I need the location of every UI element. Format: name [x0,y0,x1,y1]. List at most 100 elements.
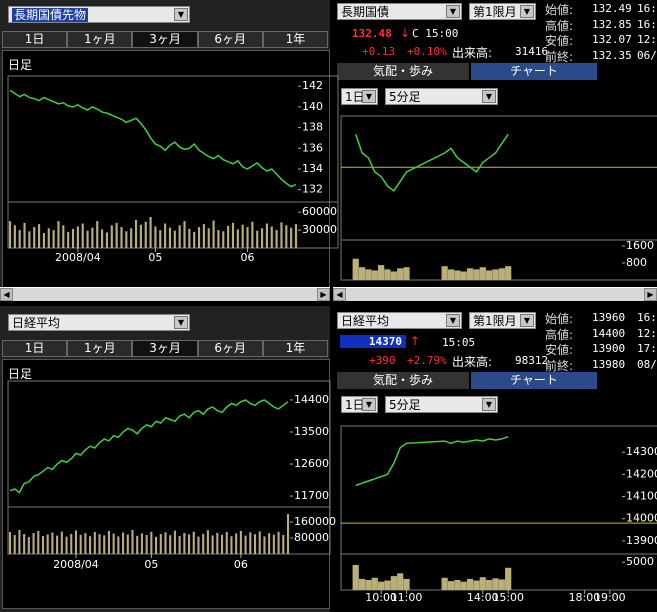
volume-bar [258,531,261,554]
volume-bar [236,229,239,248]
y-tick-label: 12600 [294,457,329,470]
contract-select[interactable]: 第1限月 ▼ [469,3,536,20]
period-tab[interactable]: 1日 [2,31,68,48]
y-tick-label: 14400 [294,393,329,406]
volume-bar [168,227,172,248]
volume-bar [178,225,181,248]
plot-frame [340,425,657,591]
volume-bar [130,228,133,248]
symbol-select[interactable]: 日経平均 ▼ [8,314,190,331]
symbol-select[interactable]: 長期国債先物 ▼ [8,6,190,23]
volume-bar [285,225,288,248]
y-tick-label: 138 [302,121,323,134]
volume-bar [244,535,247,554]
stat-label: 高値: [545,18,574,33]
volume-bar [235,533,238,554]
volume-bar [239,531,242,554]
tab[interactable]: 気配・歩み [337,63,469,80]
volume-bar [290,227,293,248]
stat-value: 13960 [592,311,626,324]
volume-bar [253,534,257,554]
arrow: ↑ [410,334,421,348]
volume-bar [65,536,68,554]
volume-bar [18,230,21,248]
volume-bar [42,233,46,248]
range-select[interactable]: 1日 ▼ [341,396,378,413]
volume-bar [112,533,115,554]
y-tick-label: 80000 [294,531,329,544]
interval-select[interactable]: 5分足 ▼ [385,396,498,413]
y-tick-label: 136 [302,141,323,154]
volume-bar [211,535,214,554]
x-tick-label: 11:00 [391,591,423,604]
period-tab[interactable]: 6ヶ月 [197,340,263,357]
volume-bar [473,269,480,280]
period-tab[interactable]: 1ヶ月 [67,31,133,48]
tab[interactable]: 気配・歩み [337,372,469,389]
volume-bar [84,533,87,554]
volume-bar [460,581,467,590]
volume-bar [231,222,235,248]
volume-bar [71,228,75,248]
stat-time: 12: [637,33,657,46]
volume-bar [126,534,129,554]
volume-bar [492,578,499,590]
y-tick-label: 60000 [302,205,337,218]
volume-bar [371,577,378,590]
period-tab[interactable]: 1ヶ月 [67,340,133,357]
y-tick-label: 14200 [626,467,657,480]
volume-bar [159,230,162,248]
volume-bar [384,269,391,280]
volume-bar [265,223,268,248]
volume: 31416 [515,45,549,58]
volume-bar [154,226,157,248]
tab[interactable]: チャート [471,372,597,389]
volume-bar [115,222,118,248]
x-tick-label: 18:00 [569,591,601,604]
period-tab[interactable]: 3ヶ月 [132,31,198,48]
volume-bar [441,577,448,590]
symbol: 日経平均 [341,314,390,328]
volume-bar [110,225,113,248]
period-tab[interactable]: 6ヶ月 [197,31,263,48]
x-tick-label: 2008/04 [55,251,101,264]
period-tab[interactable]: 1年 [262,340,329,357]
volume-bar [280,222,283,248]
scrollbar[interactable]: ◀ ▶ [0,287,330,301]
y-tick-label: 13900 [626,534,657,547]
stat-label: 始値: [545,312,574,326]
volume-bar [486,270,493,280]
volume-bar [390,271,397,280]
stat-value: 14400 [592,326,626,340]
contract-select[interactable]: 第1限月 ▼ [469,312,536,329]
x-tick-label: 06 [241,251,255,264]
symbol-select[interactable]: 長期国債 ▼ [337,3,462,20]
period-tab[interactable]: 1日 [2,340,68,357]
volume-bar [263,536,266,554]
y-tick-label: 14100 [626,490,657,503]
volume-bar [169,535,172,554]
symbol-select[interactable]: 日経平均 ▼ [337,312,462,329]
volume-bar [365,269,372,280]
x-tick-label: 06 [234,558,248,571]
volume-bar [249,532,252,554]
volume-bar [192,531,195,554]
status-time: 15:05 [442,336,476,349]
volume-label: 出来高: [452,46,493,60]
price-line [355,435,509,487]
interval: 5分足 [389,398,421,412]
volume-bar [46,534,49,554]
interval-select[interactable]: 5分足 ▼ [385,88,498,105]
period-tab[interactable]: 1年 [262,31,329,48]
tab[interactable]: チャート [471,63,597,80]
volume-bar [260,228,264,248]
stat-time: 17: [637,342,657,355]
range-select[interactable]: 1日 ▼ [341,88,378,105]
period-tab[interactable]: 3ヶ月 [132,340,198,357]
x-tick-label: 05 [144,558,158,571]
volume-bar [378,265,385,280]
volume-bar [183,533,186,554]
volume-bar [164,223,167,248]
volume: 98312 [515,354,549,367]
